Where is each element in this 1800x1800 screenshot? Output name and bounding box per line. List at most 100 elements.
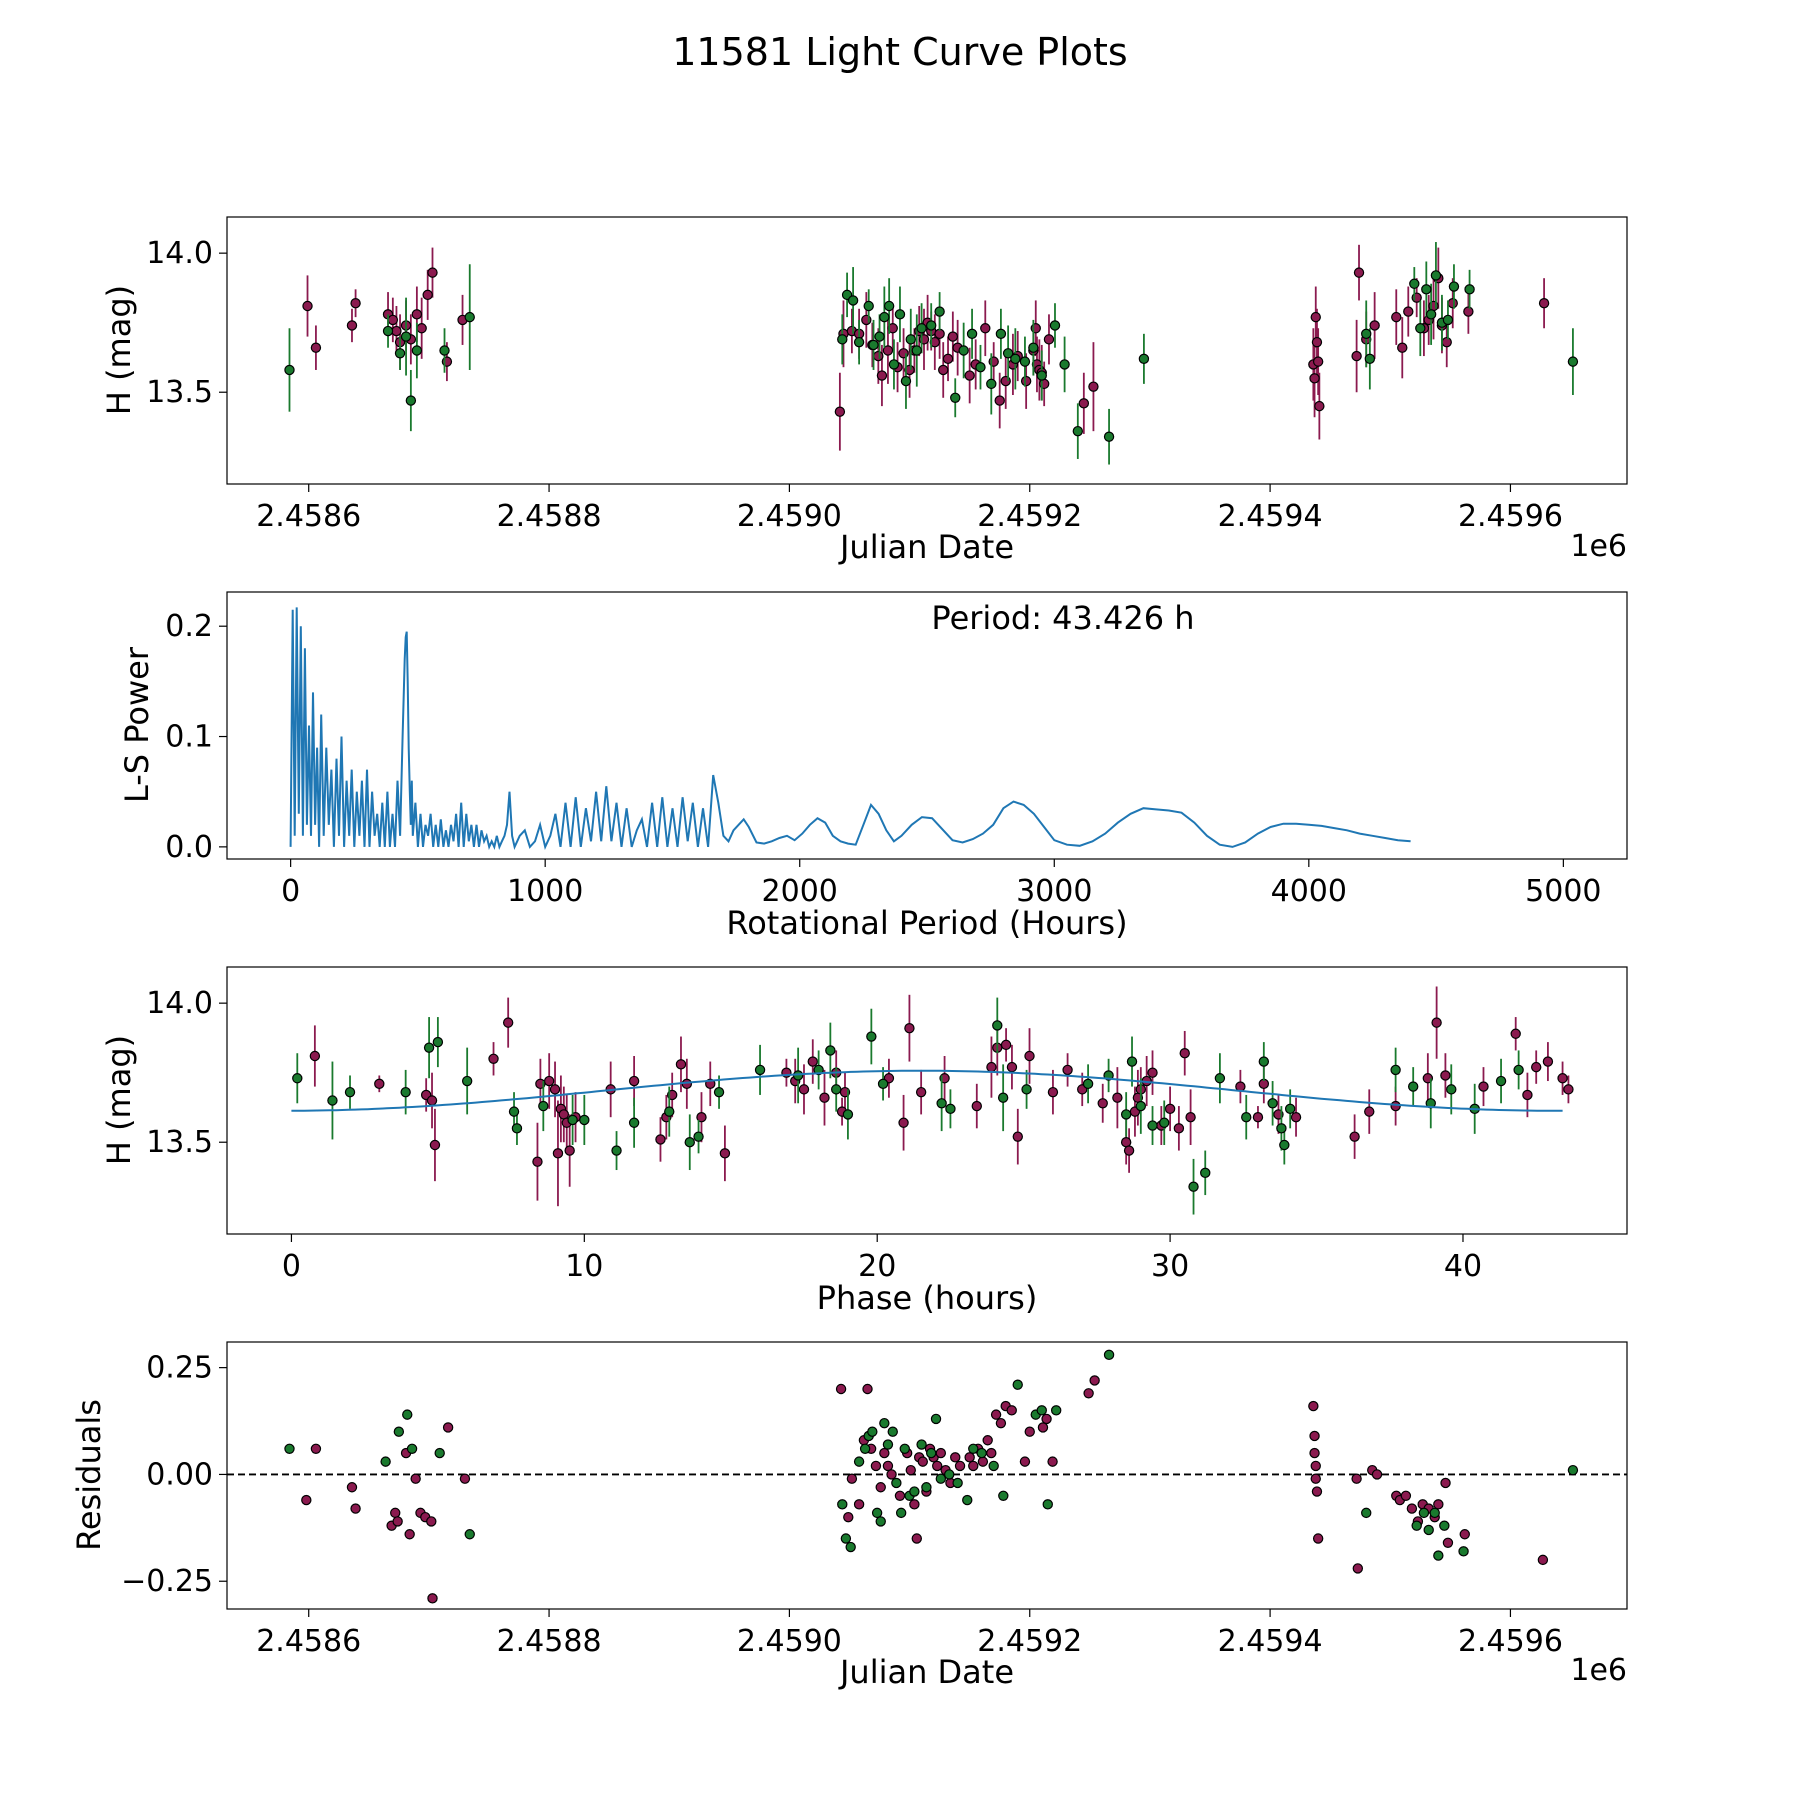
data-point-g	[1361, 328, 1372, 340]
data-point-g	[962, 1494, 973, 1506]
y-tick-label: 14.0	[146, 236, 213, 271]
data-point-g	[1072, 425, 1084, 437]
data-point-g	[997, 1092, 1009, 1103]
residuals-xlabel: Julian Date	[838, 1653, 1014, 1691]
data-point-r	[909, 1499, 920, 1510]
data-point-g	[950, 392, 961, 403]
data-point-r	[1147, 1067, 1158, 1078]
periodogram-annotation: Period: 43.426 h	[931, 599, 1194, 637]
data-point-r	[1351, 350, 1362, 362]
data-point-r	[1037, 1422, 1049, 1433]
data-point-g	[538, 1100, 549, 1112]
data-point-g	[1279, 1139, 1290, 1151]
periodogram-line	[289, 607, 1411, 851]
data-point-r	[898, 1117, 909, 1128]
data-point-g	[1021, 1084, 1032, 1095]
data-point-g	[402, 1409, 413, 1420]
data-point-g	[508, 1106, 520, 1117]
data-point-g	[1411, 1520, 1422, 1531]
data-point-g	[1103, 431, 1115, 442]
phased-curve-frame	[226, 966, 1628, 1235]
data-point-g	[895, 1507, 907, 1519]
data-point-g	[877, 1078, 889, 1090]
data-point-r	[350, 298, 361, 309]
data-point-g	[837, 334, 848, 345]
data-point-g	[894, 309, 906, 320]
data-point-r	[807, 1056, 818, 1067]
data-point-r	[1290, 1111, 1302, 1123]
data-point-r	[929, 336, 941, 348]
x-tick-label: 20	[858, 1249, 896, 1284]
data-point-r	[346, 1482, 358, 1493]
data-point-g	[842, 1109, 854, 1120]
data-point-g	[1050, 1405, 1062, 1416]
data-point-g	[1042, 1499, 1053, 1510]
data-point-r	[1019, 1456, 1031, 1467]
data-point-g	[1103, 1349, 1115, 1361]
data-point-r	[894, 1490, 906, 1501]
data-point-r	[1406, 1503, 1418, 1514]
data-point-r	[1351, 1473, 1362, 1484]
data-point-g	[1407, 1081, 1419, 1092]
data-point-g	[900, 375, 912, 387]
data-point-g	[1361, 1507, 1372, 1519]
data-point-r	[882, 1460, 894, 1472]
data-point-g	[930, 1413, 942, 1425]
data-point-g	[292, 1073, 303, 1084]
data-point-g	[423, 1042, 435, 1053]
data-point-g	[831, 1084, 842, 1095]
phased-curve-marks	[291, 986, 1574, 1215]
x-tick-label: 2.4588	[497, 1624, 602, 1659]
residuals-frame	[226, 1341, 1628, 1610]
data-point-g	[853, 1456, 865, 1467]
data-point-r	[1510, 1028, 1521, 1039]
data-point-r	[834, 406, 846, 417]
data-point-g	[968, 1443, 979, 1455]
data-point-g	[1049, 320, 1061, 331]
data-point-r	[1400, 1490, 1412, 1501]
data-point-g	[1429, 1507, 1440, 1519]
data-point-r	[1310, 1473, 1321, 1484]
data-point-r	[875, 1482, 886, 1493]
data-point-g	[1258, 1056, 1270, 1067]
x-tick-label: 40	[1444, 1249, 1482, 1284]
data-point-r	[1000, 1039, 1012, 1051]
data-point-r	[1403, 306, 1414, 317]
data-point-g	[693, 1131, 704, 1142]
data-point-g	[1147, 1120, 1158, 1131]
data-point-r	[427, 1593, 438, 1604]
x-tick-label: 2.4592	[977, 499, 1082, 534]
data-point-g	[1446, 1084, 1457, 1095]
data-point-g	[958, 345, 969, 356]
residuals-ticks: 2.4586 2.4588 2.4590 2.4592 2.4594 2.4596 −0.2…	[121, 1351, 1563, 1659]
data-point-r	[947, 331, 959, 342]
data-point-r	[798, 1084, 810, 1095]
data-point-r	[1312, 356, 1324, 367]
data-point-g	[432, 1036, 444, 1048]
data-point-r	[346, 320, 358, 331]
data-point-r	[1431, 1017, 1442, 1028]
x-tick-label: 4000	[1271, 874, 1347, 909]
data-point-r	[1047, 1086, 1059, 1098]
data-point-r	[392, 1516, 403, 1527]
data-point-g	[406, 1443, 418, 1455]
data-point-r	[1312, 1533, 1324, 1544]
data-point-g	[1495, 1075, 1507, 1087]
data-point-g	[995, 328, 1007, 340]
data-point-g	[344, 1086, 356, 1098]
data-point-r	[1173, 1123, 1185, 1134]
data-point-g	[883, 300, 895, 312]
data-point-g	[567, 1114, 578, 1126]
data-point-r	[1078, 398, 1090, 409]
data-point-g	[935, 1473, 947, 1484]
data-point-r	[1185, 1111, 1196, 1123]
data-point-r	[954, 1460, 966, 1472]
data-point-r	[655, 1134, 666, 1145]
data-point-r	[549, 1084, 561, 1095]
data-point-r	[1440, 1477, 1451, 1489]
data-point-r	[1478, 1081, 1489, 1092]
data-point-r	[882, 345, 894, 356]
y-tick-label: 0.2	[165, 609, 213, 644]
data-point-r	[915, 1086, 927, 1098]
data-point-g	[926, 320, 937, 331]
